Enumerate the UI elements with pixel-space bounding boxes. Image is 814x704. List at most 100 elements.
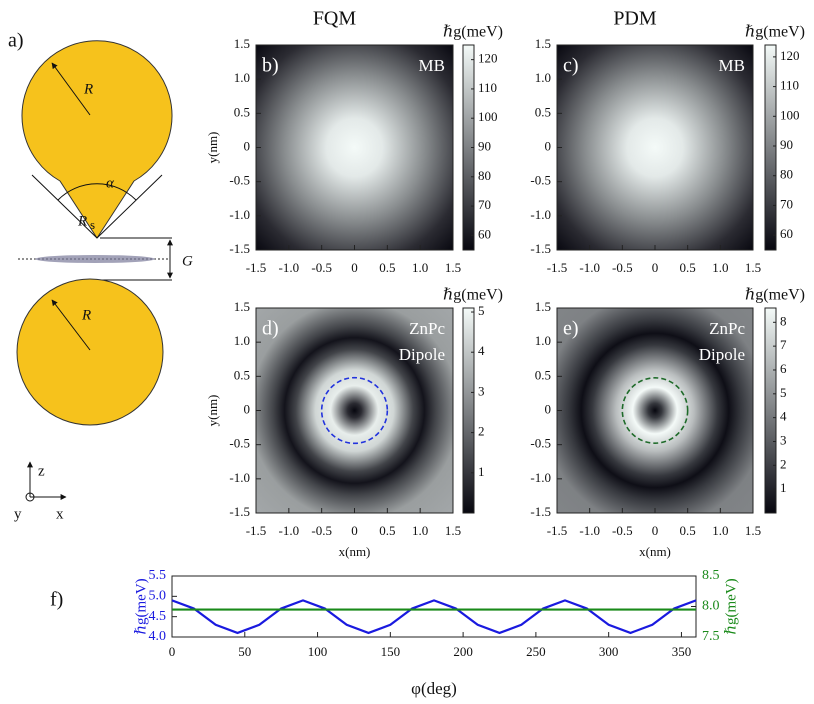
colorbar-tick-label: 2 <box>478 424 485 439</box>
x-tick-label: 0.5 <box>379 260 395 275</box>
x-tick-label: 1.0 <box>412 523 428 538</box>
panel-label: a) <box>8 30 24 52</box>
annotation: ZnPc <box>709 319 745 338</box>
colorbar-tick-label: 60 <box>780 226 793 241</box>
colorbar-tick-label: 90 <box>478 138 491 153</box>
x-tick-label: 1.5 <box>445 523 461 538</box>
colorbar-tick-label: 5 <box>780 385 787 400</box>
axis-label: z <box>38 463 45 479</box>
colorbar-label: ℏg(meV) <box>443 287 503 304</box>
colorbar-label: ℏg(meV) <box>443 24 503 41</box>
y-axis <box>25 492 35 502</box>
x-tick-label: -0.5 <box>311 523 332 538</box>
y-tick-label: 1.5 <box>535 299 551 314</box>
x-tick-label: -1.5 <box>547 260 568 275</box>
y-tick-label: -1.0 <box>530 470 551 485</box>
y-tick-label: 0 <box>244 401 251 416</box>
x-tick-label: 100 <box>308 644 328 659</box>
y-tick-label: -0.5 <box>229 436 250 451</box>
y2-tick-label: 7.5 <box>702 629 720 644</box>
column-title: PDM <box>613 8 657 30</box>
x-tick-label: 0.5 <box>680 523 696 538</box>
colorbar <box>764 44 777 251</box>
x-tick-label: -0.5 <box>612 260 633 275</box>
cone-line <box>96 174 163 239</box>
x-axis-label: x(nm) <box>639 544 671 559</box>
x-axis-label: φ(deg) <box>411 679 457 698</box>
annotation: Dipole <box>699 345 745 364</box>
x-tick-label: 1.0 <box>712 260 728 275</box>
y-tick-label: -1.5 <box>530 504 551 519</box>
x-tick-label: 200 <box>453 644 473 659</box>
annotation: MB <box>719 56 745 75</box>
y-tick-label: 0 <box>545 401 552 416</box>
x-tick-label: -1.0 <box>279 523 300 538</box>
y-tick-label: 4.0 <box>149 629 167 644</box>
y-tick-label: -0.5 <box>530 436 551 451</box>
colorbar-label: ℏg(meV) <box>745 24 805 41</box>
dashed-circle <box>621 377 689 444</box>
y-tick-label: -0.5 <box>530 173 551 188</box>
x-tick-label: -1.0 <box>579 523 600 538</box>
y-tick-label: 0 <box>545 138 552 153</box>
x-tick-label: -1.5 <box>547 523 568 538</box>
colorbar <box>764 307 777 514</box>
x-tick-label: -0.5 <box>311 260 332 275</box>
y-tick-label: 0.5 <box>535 104 551 119</box>
x-tick-label: 0 <box>652 260 659 275</box>
axis-label: y <box>14 506 22 522</box>
panel-label: c) <box>563 55 579 77</box>
column-title: FQM <box>313 8 357 30</box>
colorbar-tick-label: 3 <box>478 383 485 398</box>
colorbar-tick-label: 80 <box>478 168 491 183</box>
molecule <box>35 255 155 263</box>
annotation: ZnPc <box>409 319 445 338</box>
heatmap-field <box>556 44 754 251</box>
colorbar-tick-label: 120 <box>478 51 498 66</box>
x-tick-label: 0 <box>351 523 358 538</box>
colorbar-tick-label: 100 <box>780 107 800 122</box>
x-tick-label: 150 <box>381 644 401 659</box>
colorbar-tick-label: 70 <box>478 197 491 212</box>
colorbar-tick-label: 80 <box>780 167 793 182</box>
x-tick-label: 1.5 <box>745 260 761 275</box>
x-tick-label: 1.0 <box>712 523 728 538</box>
tip-radius-label: R <box>77 213 87 229</box>
y-tick-label: -1.0 <box>229 207 250 222</box>
gap-label: G <box>182 253 193 269</box>
x-tick-label: -1.0 <box>279 260 300 275</box>
panel-a: a) R α R s G R z x y <box>8 30 193 523</box>
y-tick-label: 5.0 <box>149 589 167 604</box>
y-tick-label: 1.0 <box>234 70 250 85</box>
x-tick-label: 0.5 <box>379 523 395 538</box>
x-tick-label: -0.5 <box>612 523 633 538</box>
angle-label: α <box>106 175 115 191</box>
colorbar-tick-label: 1 <box>478 464 485 479</box>
colorbar-tick-label: 1 <box>780 480 787 495</box>
colorbar-tick-label: 100 <box>478 109 498 124</box>
y-tick-label: -0.5 <box>229 173 250 188</box>
y-axis-label: y(nm) <box>205 132 220 164</box>
colorbar-tick-label: 120 <box>780 48 800 63</box>
y-tick-label: 0 <box>244 138 251 153</box>
y2-axis-label: ℏg(meV) <box>723 578 739 634</box>
cone-line <box>31 174 98 239</box>
panel-label: d) <box>262 318 279 340</box>
y2-tick-label: 8.5 <box>702 568 720 583</box>
angle-arc <box>57 183 137 201</box>
radius-arrow <box>51 299 91 351</box>
colorbar-tick-label: 5 <box>478 303 485 318</box>
y-axis-label: y(nm) <box>205 395 220 427</box>
heatmap-field <box>255 307 454 514</box>
dashed-circle <box>320 376 389 445</box>
tip-bottom <box>16 278 164 426</box>
tip-radius-sub: s <box>90 217 95 232</box>
panel-label: b) <box>262 55 279 77</box>
y-tick-label: 1.5 <box>535 36 551 51</box>
radius-label: R <box>83 81 93 97</box>
y-tick-label: 0.5 <box>234 367 250 382</box>
x-tick-label: -1.5 <box>246 523 267 538</box>
x-tick-label: 0.5 <box>680 260 696 275</box>
